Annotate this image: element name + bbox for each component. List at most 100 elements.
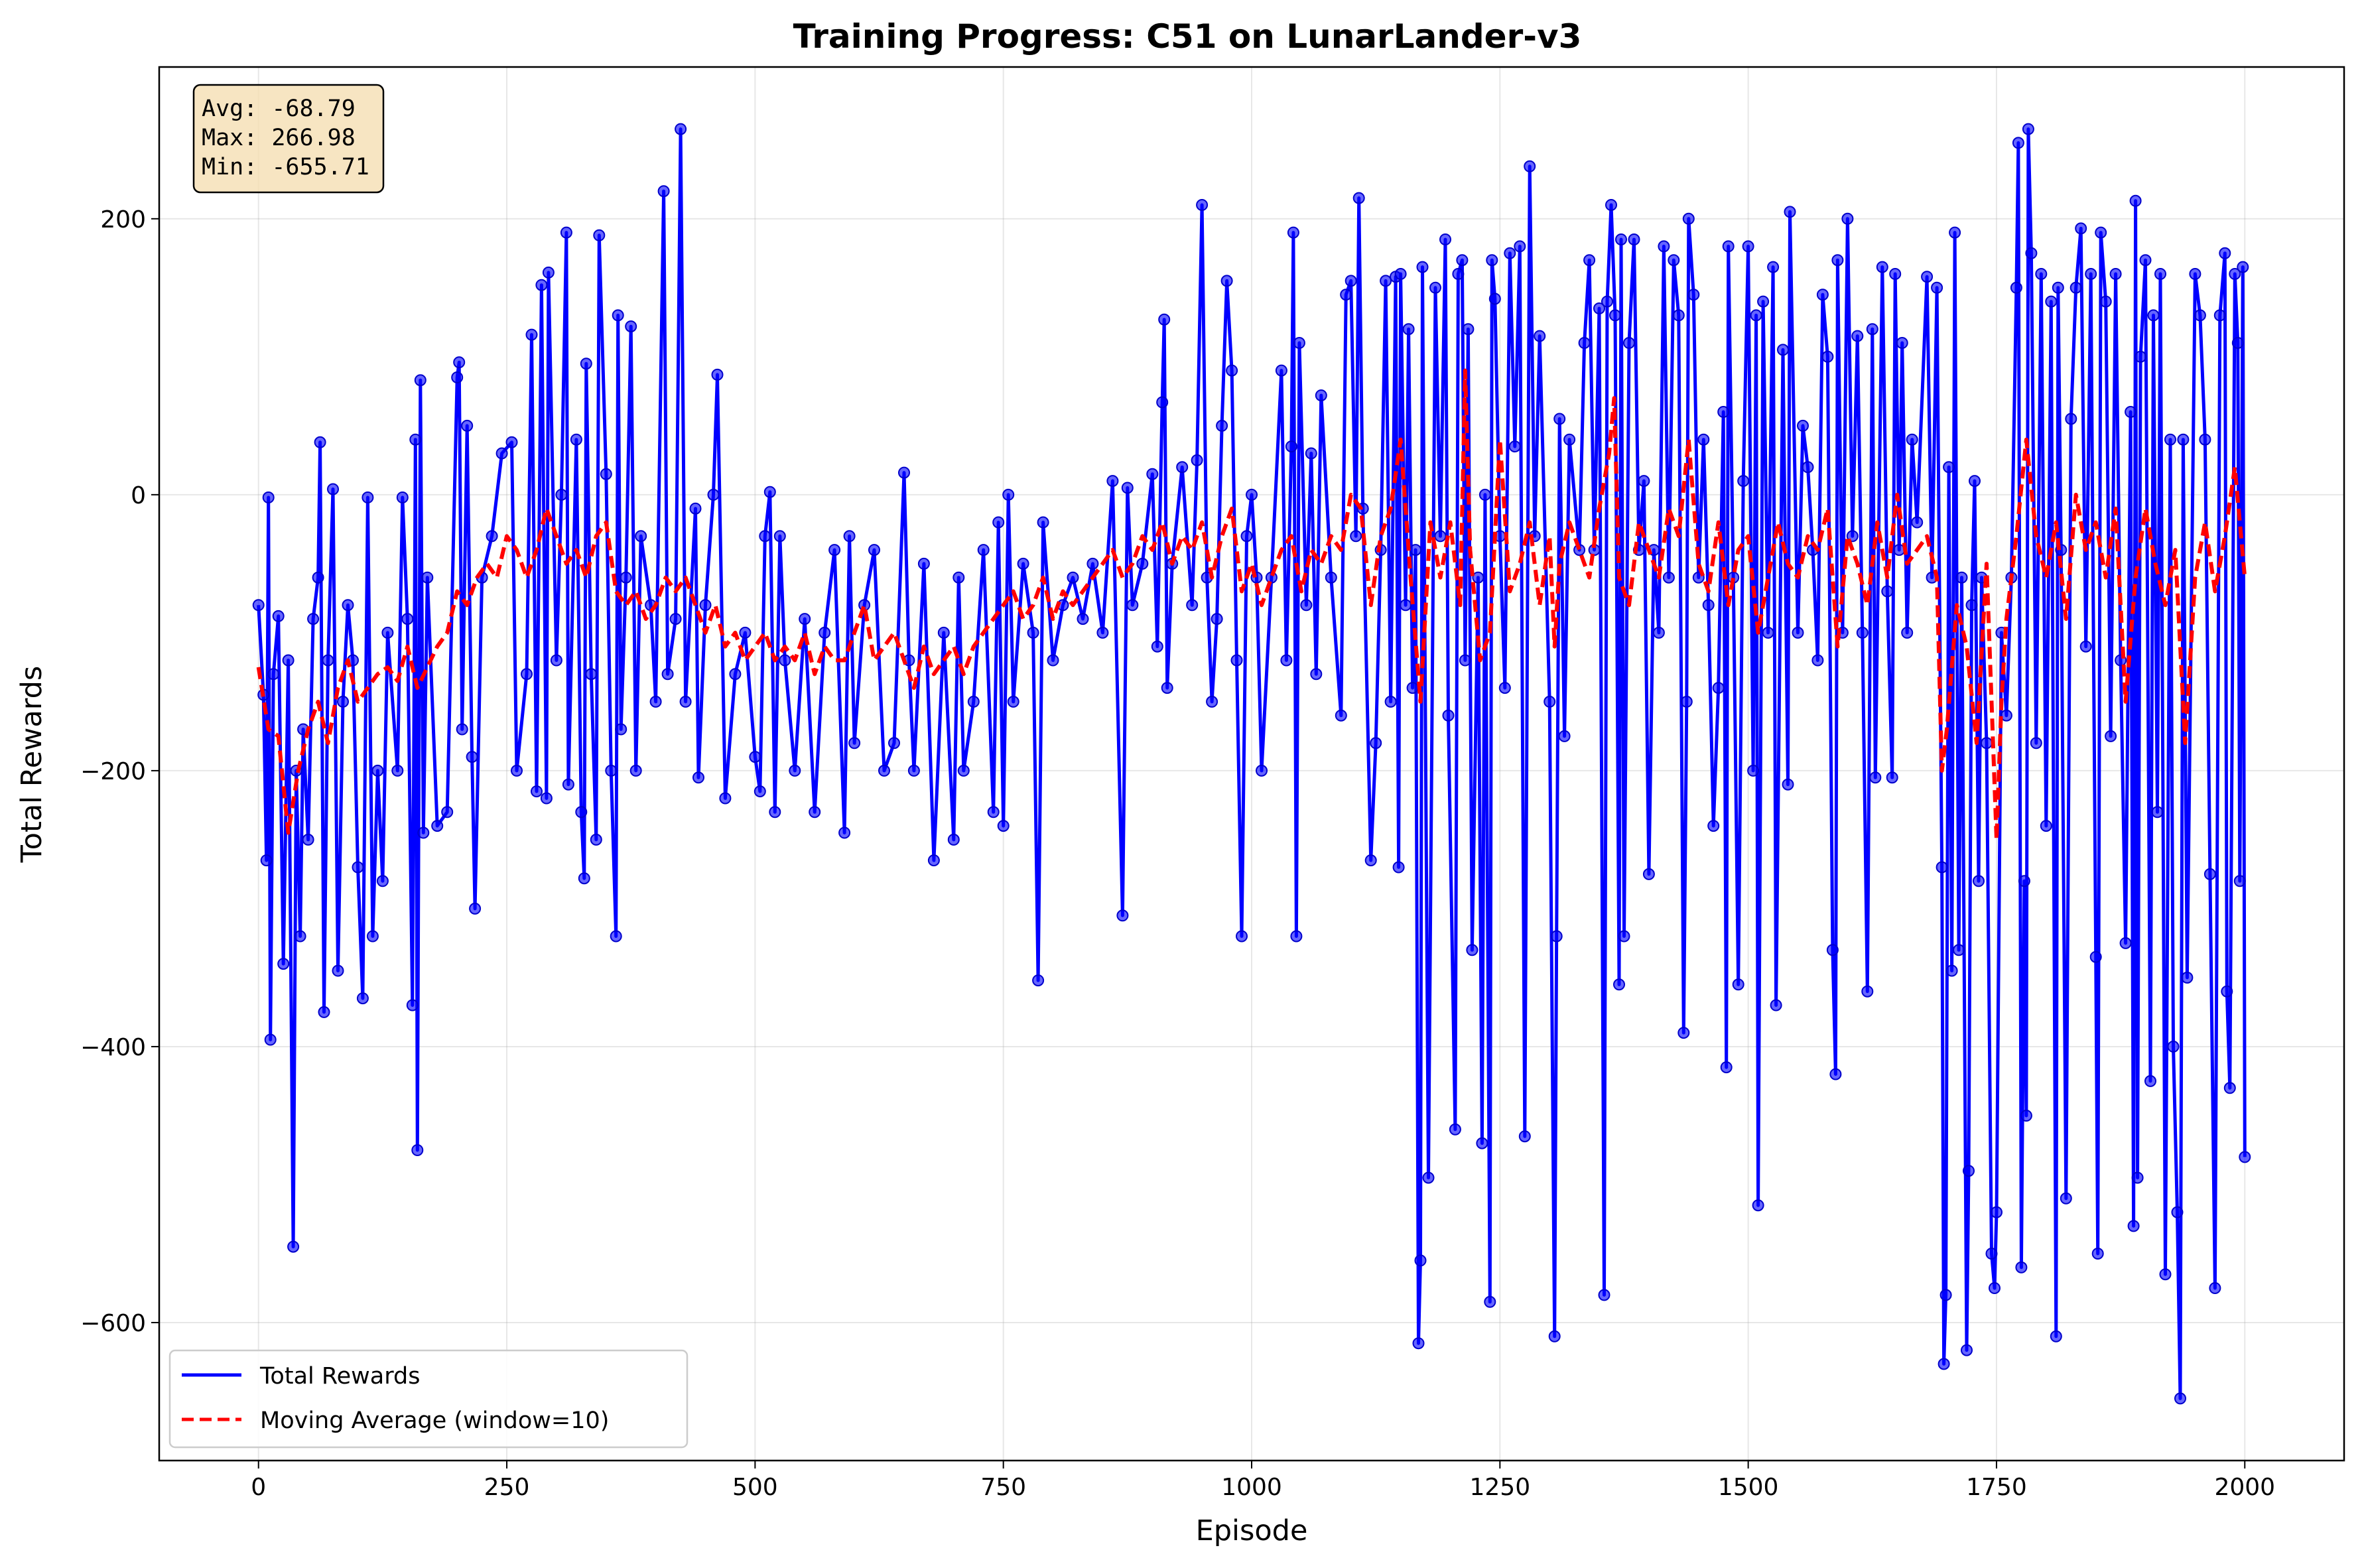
total-rewards-point bbox=[356, 992, 369, 1005]
total-rewards-point bbox=[277, 958, 290, 970]
total-rewards-point bbox=[612, 309, 624, 322]
total-rewards-point bbox=[1226, 364, 1238, 377]
total-rewards-point bbox=[1623, 337, 1635, 349]
total-rewards-point bbox=[1856, 626, 1869, 639]
total-rewards-point bbox=[1121, 482, 1134, 494]
total-rewards-point bbox=[1770, 999, 1782, 1012]
total-rewards-point bbox=[661, 668, 674, 681]
total-rewards-point bbox=[1953, 944, 1965, 956]
total-rewards-point bbox=[2194, 309, 2206, 322]
total-rewards-point bbox=[1077, 613, 1089, 625]
legend: Total Rewards Moving Average (window=10) bbox=[168, 1349, 689, 1449]
total-rewards-point bbox=[769, 806, 781, 818]
total-rewards-point bbox=[1707, 820, 1720, 832]
total-rewards-point bbox=[1047, 654, 1059, 667]
total-rewards-point bbox=[2035, 268, 2048, 280]
total-rewards-point bbox=[1027, 626, 1039, 639]
total-rewards-point bbox=[1742, 240, 1754, 253]
total-rewards-point bbox=[1722, 240, 1735, 253]
total-rewards-point bbox=[977, 544, 990, 556]
total-rewards-point bbox=[1973, 875, 1985, 887]
total-rewards-point bbox=[759, 530, 771, 543]
total-rewards-point bbox=[1615, 233, 1627, 245]
total-rewards-point bbox=[1777, 344, 1789, 356]
x-tick-label: 1250 bbox=[1470, 1474, 1531, 1501]
total-rewards-point bbox=[1256, 764, 1268, 777]
total-rewards-point bbox=[1449, 1123, 1461, 1136]
total-rewards-point bbox=[1017, 557, 1029, 570]
total-rewards-point bbox=[1750, 309, 1762, 322]
total-rewards-point bbox=[1866, 323, 1878, 336]
total-rewards-point bbox=[1861, 985, 1874, 998]
total-rewards-point bbox=[1717, 406, 1730, 418]
total-rewards-point bbox=[1901, 626, 1914, 639]
total-rewards-point bbox=[1712, 682, 1725, 694]
total-rewards-point bbox=[1422, 1171, 1435, 1184]
total-rewards-point bbox=[789, 764, 801, 777]
total-rewards-point bbox=[1534, 330, 1546, 342]
total-rewards-point bbox=[1543, 695, 1556, 708]
total-rewards-point bbox=[2144, 1075, 2156, 1087]
y-tick-label: 0 bbox=[131, 482, 146, 509]
total-rewards-point bbox=[1196, 199, 1209, 211]
total-rewards-point bbox=[1762, 626, 1774, 639]
x-tick-label: 750 bbox=[980, 1474, 1026, 1501]
total-rewards-point bbox=[414, 374, 427, 387]
total-rewards-point bbox=[2040, 820, 2052, 832]
total-rewards-point bbox=[917, 557, 930, 570]
total-rewards-point bbox=[1406, 682, 1419, 694]
total-rewards-point bbox=[2020, 1110, 2032, 1122]
stats-min: Min: -655.71 bbox=[202, 154, 369, 180]
total-rewards-point bbox=[287, 1240, 300, 1253]
total-rewards-point bbox=[1439, 233, 1451, 245]
total-rewards-point bbox=[252, 599, 265, 612]
total-rewards-point bbox=[1613, 978, 1625, 991]
total-rewards-point bbox=[2181, 971, 2194, 984]
total-rewards-point bbox=[406, 999, 419, 1012]
total-rewards-point bbox=[1472, 571, 1484, 584]
total-rewards-point bbox=[294, 930, 306, 943]
total-rewards-point bbox=[2131, 1171, 2144, 1184]
total-rewards-point bbox=[967, 695, 980, 708]
total-rewards-point bbox=[2177, 433, 2190, 446]
total-rewards-point bbox=[927, 854, 940, 867]
total-rewards-point bbox=[1821, 350, 1834, 363]
x-axis-title: Episode bbox=[1196, 1514, 1308, 1547]
total-rewards-point bbox=[2045, 295, 2058, 308]
total-rewards-point bbox=[1452, 268, 1465, 280]
total-rewards-point bbox=[486, 530, 498, 543]
total-rewards-point bbox=[1949, 226, 1961, 239]
total-rewards-point bbox=[707, 488, 720, 501]
total-rewards-point bbox=[456, 723, 468, 736]
total-rewards-point bbox=[409, 433, 422, 446]
total-rewards-point bbox=[689, 502, 702, 515]
total-rewards-point bbox=[2219, 247, 2231, 259]
total-rewards-point bbox=[322, 654, 334, 667]
y-tick-label: 200 bbox=[100, 206, 146, 233]
total-rewards-point bbox=[535, 279, 548, 291]
total-rewards-point bbox=[739, 626, 752, 639]
total-rewards-point bbox=[1211, 613, 1223, 625]
y-axis-title: Total Rewards bbox=[15, 666, 48, 864]
total-rewards-point bbox=[1911, 516, 1924, 529]
total-rewards-point bbox=[898, 466, 910, 479]
total-rewards-point bbox=[2079, 640, 2092, 653]
total-rewards-point bbox=[629, 764, 642, 777]
total-rewards-point bbox=[401, 613, 414, 625]
total-rewards-point bbox=[1508, 440, 1521, 453]
total-rewards-point bbox=[1146, 468, 1159, 480]
total-rewards-point bbox=[2139, 254, 2152, 267]
total-rewards-point bbox=[1434, 530, 1447, 543]
total-rewards-point bbox=[1246, 488, 1258, 501]
total-rewards-point bbox=[396, 491, 409, 503]
total-rewards-point bbox=[2239, 1151, 2251, 1163]
total-rewards-point bbox=[2025, 247, 2038, 259]
total-rewards-point bbox=[540, 792, 553, 805]
total-rewards-point bbox=[992, 516, 1005, 529]
total-rewards-point bbox=[1191, 454, 1203, 466]
total-rewards-point bbox=[2000, 709, 2012, 722]
total-rewards-point bbox=[411, 1144, 424, 1156]
total-rewards-point bbox=[1829, 1068, 1842, 1080]
moving-average-line bbox=[256, 368, 2247, 842]
total-rewards-point bbox=[307, 613, 320, 625]
